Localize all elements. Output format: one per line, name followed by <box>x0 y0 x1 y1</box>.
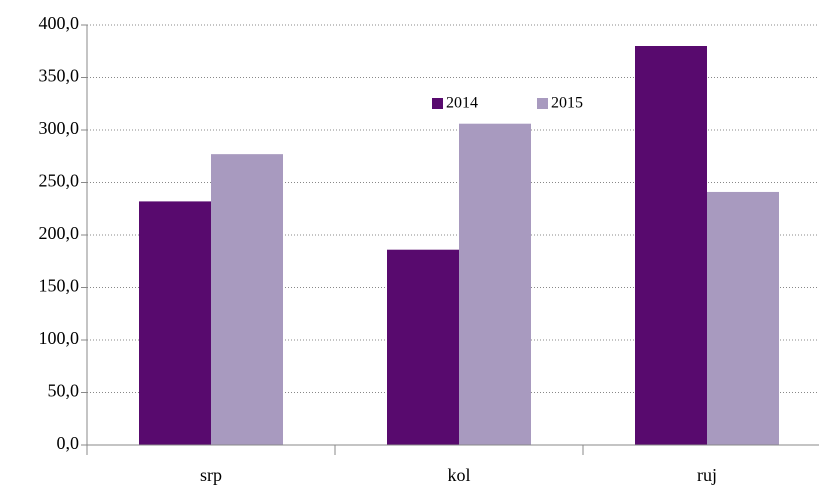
x-tick-label: ruj <box>697 465 717 485</box>
legend-swatch <box>537 98 548 109</box>
x-tick-label: srp <box>200 465 222 485</box>
y-tick-label: 150,0 <box>39 276 80 296</box>
y-tick-label: 300,0 <box>39 118 80 138</box>
y-tick-label: 250,0 <box>39 171 80 191</box>
bar <box>211 154 283 445</box>
y-tick-label: 350,0 <box>39 66 80 86</box>
bar <box>387 249 459 445</box>
bar <box>707 191 779 445</box>
bar <box>635 46 707 445</box>
bar <box>139 201 211 445</box>
x-tick-label: kol <box>447 465 470 485</box>
bar <box>459 123 531 445</box>
legend-swatch <box>432 98 443 109</box>
y-tick-label: 50,0 <box>48 381 80 401</box>
legend-label: 2015 <box>551 95 583 112</box>
y-tick-label: 200,0 <box>39 223 80 243</box>
legend-label: 2014 <box>446 95 478 112</box>
y-tick-label: 0,0 <box>57 433 80 453</box>
y-tick-label: 100,0 <box>39 328 80 348</box>
y-tick-label: 400,0 <box>39 13 80 33</box>
